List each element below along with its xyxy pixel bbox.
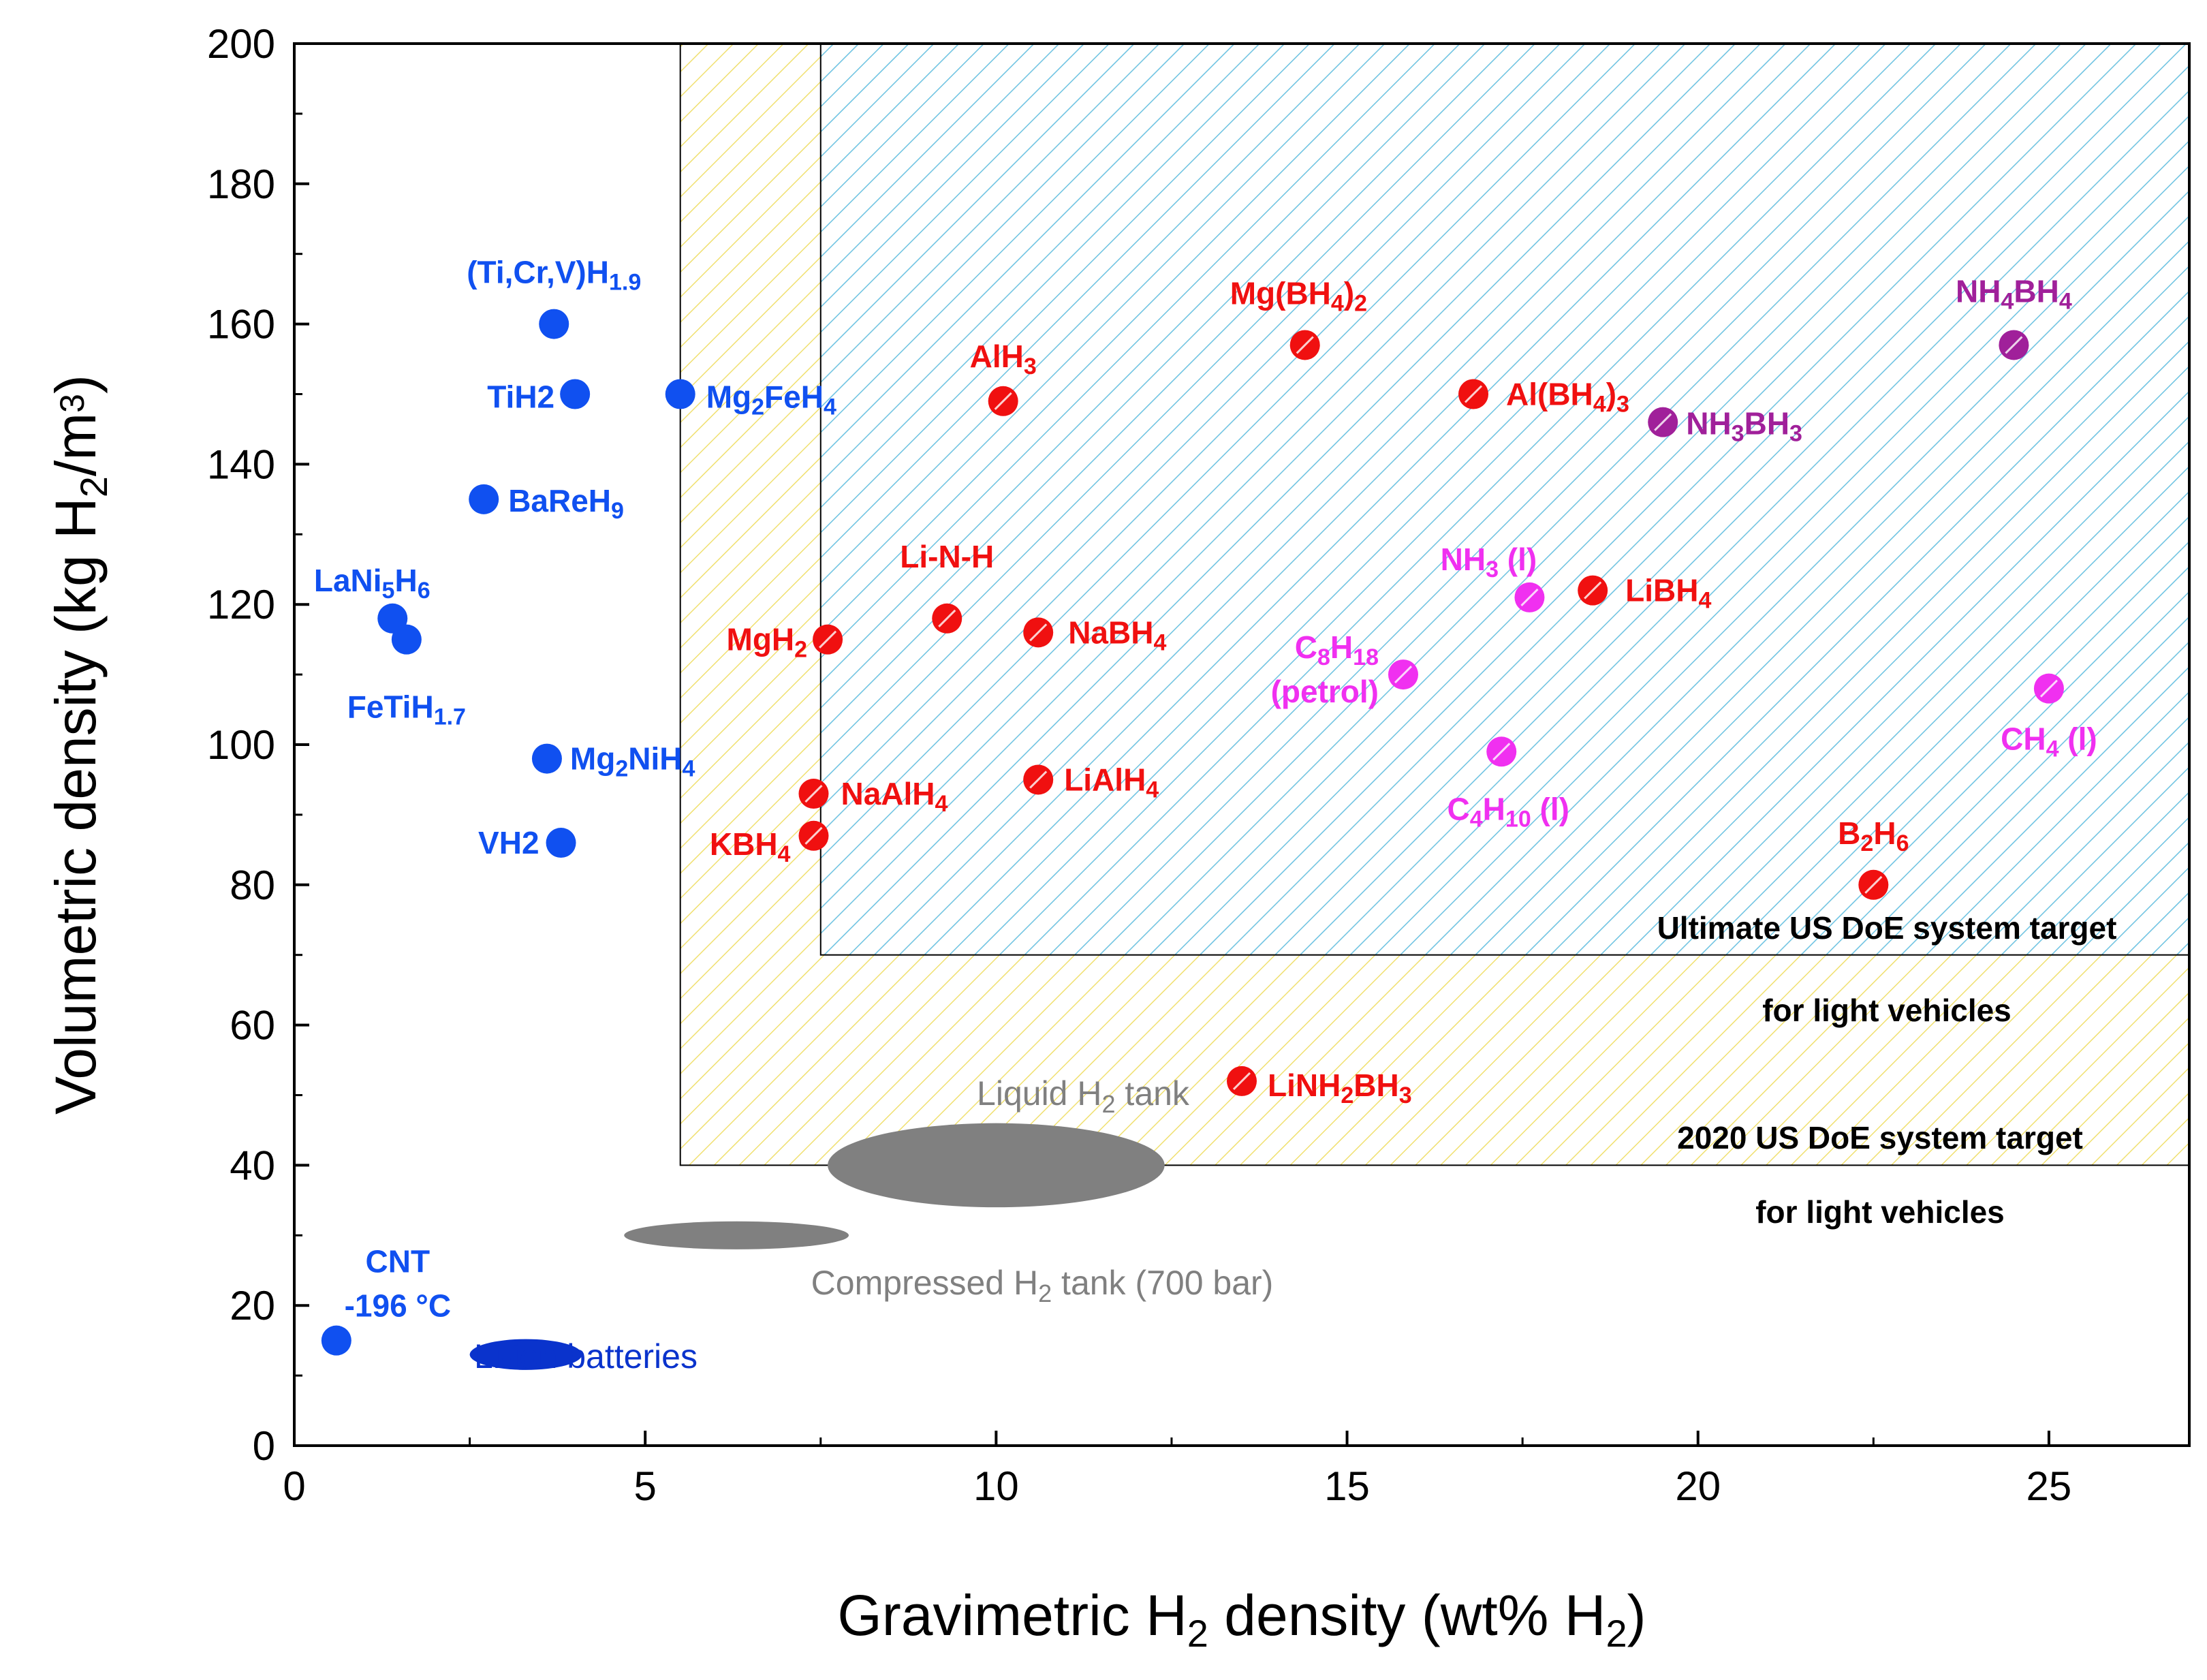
y-tick-label: 0 <box>253 1423 275 1469</box>
point-hatch <box>1296 336 1314 354</box>
label-c8h18-line2: (petrol) <box>1271 674 1379 709</box>
label-vh2: VH2 <box>478 825 539 860</box>
point-hatch <box>1394 666 1413 684</box>
label-nh3bh3: NH3BH3 <box>1686 406 1802 447</box>
x-tick-label: 0 <box>283 1463 305 1509</box>
label-c4h10-l-: C4H10 (l) <box>1447 791 1569 832</box>
point-hatch <box>1232 1072 1251 1090</box>
y-tick-label: 80 <box>230 862 275 908</box>
point-hatch <box>804 826 823 845</box>
storage-ellipses: Liquid H2 tank Compressed H2 tank (700 ba… <box>469 1074 1274 1375</box>
point-lani5h6 <box>377 603 408 634</box>
point-mg2nih4 <box>531 743 562 774</box>
ellipse-label: Li-ion batteries <box>474 1337 698 1375</box>
label-al-bh4-3: Al(BH4)3 <box>1506 377 1629 418</box>
y-tick-label: 60 <box>230 1003 275 1048</box>
point-hatch <box>1654 413 1672 431</box>
label-fetih1-7: FeTiH1.7 <box>347 689 466 730</box>
label-nh3-l-: NH3 (l) <box>1441 542 1537 582</box>
label-libh4: LiBH4 <box>1625 573 1711 614</box>
y-axis-title: Volumetric density (kg H2/m3) <box>44 375 115 1115</box>
point--ti-cr-v-h1-9 <box>539 309 569 339</box>
x-tick-label: 5 <box>633 1463 656 1509</box>
target-label: Ultimate US DoE system target <box>1657 910 2117 946</box>
point-hatch <box>1464 385 1483 403</box>
point-fetih1-7 <box>391 624 422 655</box>
label-linh2bh3: LiNH2BH3 <box>1268 1068 1412 1108</box>
point-hatch <box>804 784 823 803</box>
label--ti-cr-v-h1-9: (Ti,Cr,V)H1.9 <box>467 255 641 296</box>
y-tick-label: 20 <box>230 1283 275 1328</box>
label-mgh2: MgH2 <box>727 622 808 663</box>
target-label: 2020 US DoE system target <box>1677 1120 2083 1155</box>
x-tick-label: 15 <box>1324 1463 1370 1509</box>
point-hatch <box>938 609 956 627</box>
label-cnt: CNT <box>366 1244 431 1279</box>
ellipse-li-ion-batteries <box>469 1339 582 1370</box>
point-hatch <box>1584 581 1602 600</box>
label-tih2: TiH2 <box>487 379 554 415</box>
x-tick-label: 10 <box>973 1463 1019 1509</box>
point-hatch <box>1864 875 1883 894</box>
point-hatch <box>819 630 837 649</box>
x-axis-title: Gravimetric H2 density (wt% H2) <box>837 1583 1646 1655</box>
label-mg-bh4-2: Mg(BH4)2 <box>1230 275 1367 316</box>
label-b2h6: B2H6 <box>1838 815 1909 856</box>
label-lani5h6: LaNi5H6 <box>314 563 431 604</box>
target-regions <box>679 44 2189 1166</box>
point-hatch <box>994 392 1012 410</box>
y-tick-label: 40 <box>230 1142 275 1188</box>
y-tick-label: 180 <box>207 161 275 207</box>
target-label: for light vehicles <box>1762 993 2012 1028</box>
ellipse-compressed-h2-tank <box>624 1221 849 1249</box>
point-hatch <box>1492 743 1511 761</box>
point-hatch <box>2005 336 2023 354</box>
y-tick-label: 140 <box>207 441 275 487</box>
target-region-1 <box>819 44 2189 956</box>
ellipse-liquid-h2-tank <box>828 1123 1165 1208</box>
label-nabh4: NaBH4 <box>1068 615 1166 655</box>
y-tick-label: 200 <box>207 21 275 67</box>
ellipse-label: Compressed H2 tank (700 bar) <box>811 1264 1274 1307</box>
label-mg2feh4: Mg2FeH4 <box>706 379 836 420</box>
point-hatch <box>1520 588 1539 606</box>
x-tick-label: 25 <box>2026 1463 2072 1509</box>
point-cnt <box>321 1325 351 1356</box>
point-hatch <box>1029 771 1048 789</box>
data-points <box>321 309 2064 1356</box>
y-tick-label: 100 <box>207 722 275 768</box>
point-tih2 <box>560 379 591 409</box>
label-kbh4: KBH4 <box>710 826 791 867</box>
label-ch4-l-: CH4 (l) <box>2001 721 2097 762</box>
point-mg2feh4 <box>665 379 695 409</box>
label-bareh9: BaReH9 <box>508 483 624 524</box>
label-mg2nih4: Mg2NiH4 <box>570 741 695 782</box>
point-hatch <box>1029 623 1048 642</box>
ellipse-label: Liquid H2 tank <box>977 1074 1190 1118</box>
y-tick-label: 120 <box>207 582 275 627</box>
point-hatch <box>2039 679 2058 698</box>
label-cnt-line2: -196 °C <box>345 1288 451 1324</box>
label-alh3: AlH3 <box>970 339 1037 379</box>
label-lialh4: LiAlH4 <box>1064 762 1159 803</box>
point-vh2 <box>546 828 576 858</box>
axes: 0 5 10 15 20 25 0 20 40 60 80 100 120 140 160 180 200 <box>207 21 2191 1509</box>
label-nh4bh4: NH4BH4 <box>1956 273 2072 314</box>
x-tick-label: 20 <box>1675 1463 1721 1509</box>
label-naalh4: NaAlH4 <box>841 776 948 817</box>
target-label: for light vehicles <box>1755 1194 2005 1230</box>
label-c8h18: C8H18 <box>1295 629 1379 670</box>
y-tick-label: 160 <box>207 302 275 347</box>
data-labels: (Ti,Cr,V)H1.9 TiH2 Mg2FeH4 BaReH9 LaNi5H6 FeT… <box>314 255 2097 1324</box>
point-bareh9 <box>469 484 499 514</box>
label-li-n-h: Li-N-H <box>900 539 994 574</box>
